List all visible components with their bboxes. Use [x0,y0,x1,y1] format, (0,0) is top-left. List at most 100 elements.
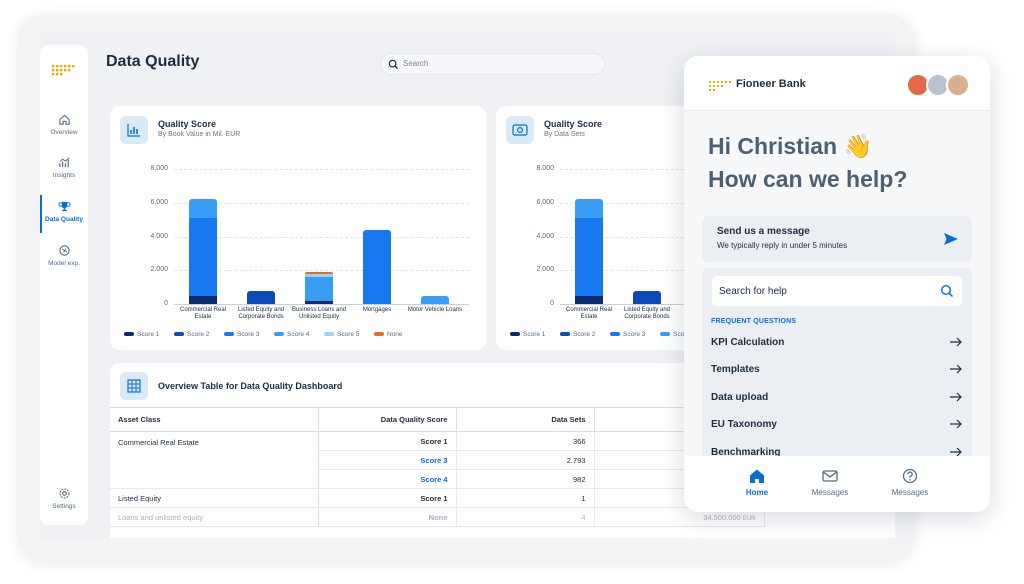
x-axis-line [174,304,469,305]
sidebar-item-model-exp[interactable]: Model exp. [40,244,88,267]
faq-item-data-upload[interactable]: Data upload [711,384,963,411]
legend-swatch [510,332,520,337]
bar-segment-score-4[interactable] [305,277,333,301]
quality-score-book-value-card: Quality Score By Book Value in Mil. EUR … [110,106,486,350]
legend-label: Score 1 [523,331,546,338]
search-input[interactable]: Search [380,53,605,75]
score-cell: None [318,507,457,527]
search-icon [940,284,954,298]
table-icon [127,379,141,393]
y-tick-label: 4.000 [150,232,168,240]
arrow-right-icon [950,392,962,402]
faq-item-benchmarking[interactable]: Benchmarking [711,439,963,466]
bar-segment-score-5[interactable] [305,273,333,277]
legend-label: Score 2 [187,331,210,338]
gridline [174,202,469,204]
legend-item[interactable]: Score 3 [224,331,259,338]
column-header[interactable]: Asset Class [110,407,319,432]
legend-item[interactable]: Score 4 [274,331,309,338]
bar-segment-score-4[interactable] [575,199,603,218]
legend-item[interactable]: Score 1 [510,331,545,338]
table-icon-box [120,372,148,400]
sidebar-item-data-quality[interactable]: Data Quality [40,200,88,223]
table-row[interactable]: Loans and unlisted equity None 4 34.500.… [110,507,765,527]
legend-item[interactable]: Score 1 [124,331,159,338]
score-cell: Score 1 [318,431,457,451]
bar-segment-score-1[interactable] [575,295,603,304]
bar-chart-area: 8.000 6.000 4.000 2.000 0 Commercial Real Est… [110,106,486,350]
chart-title: Quality Score [158,119,217,129]
legend-item[interactable]: Score 2 [560,331,595,338]
legend-label: Score 3 [623,331,646,338]
faq-label: EU Taxonomy [711,419,777,430]
legend-swatch [274,332,284,337]
legend-label: None [387,331,403,338]
gridline [174,270,469,272]
score-cell: Score 4 [318,469,457,489]
bar-segment-score-1[interactable] [305,300,333,304]
legend-item[interactable]: Score 3 [610,331,645,338]
column-header[interactable]: Data Quality Score [318,407,457,432]
legend-swatch [374,332,384,337]
legend-item[interactable]: Score 5 [324,331,359,338]
legend-item[interactable]: Score 2 [174,331,209,338]
sidebar-item-overview[interactable]: Overview [40,113,88,136]
arrow-right-icon [950,364,962,374]
active-nav-indicator [40,195,42,233]
help-search-input[interactable]: Search for help [712,276,962,306]
mail-icon [822,470,838,482]
column-header[interactable]: Data Sets [456,407,595,432]
bar-segment-score-4[interactable] [421,295,449,304]
tab-messages[interactable]: Messages [795,468,865,497]
bar-segment-score-3[interactable] [363,229,391,304]
legend-item[interactable]: Sco [660,331,684,338]
home-icon [58,114,70,125]
y-tick-label: 2.000 [536,266,554,274]
help-icon [902,468,918,484]
chart-icon-box [120,116,148,144]
y-tick-label: 8.000 [150,165,168,172]
table-row[interactable]: Listed Equity Score 1 1 34.5 [110,488,765,508]
home-icon [750,469,764,483]
bar-segment-none[interactable] [305,271,333,274]
tab-home[interactable]: Home [722,468,792,497]
asset-class-cell: Loans and unlisted equity [110,507,319,527]
sidebar-item-settings[interactable]: Settings [40,487,88,510]
y-tick-label: 6.000 [150,198,168,206]
legend-label: Score 2 [573,331,596,338]
faq-label: Data upload [711,392,769,403]
y-tick-label: 0 [550,300,554,307]
sidebar-item-label: Model exp. [48,260,80,267]
message-title: Send us a message [717,226,810,237]
search-icon [388,59,399,70]
asset-class-cell: Listed Equity [110,488,319,508]
sidebar-item-label: Data Quality [45,216,83,223]
tab-help[interactable]: Messages [875,468,945,497]
asset-class-cell: Commercial Real Estate [110,431,319,489]
chart-subtitle: By Data Sets [544,131,585,138]
send-icon [944,233,958,245]
faq-label: KPI Calculation [711,337,785,348]
legend-swatch [560,332,570,337]
data-sets-cell: 366 [456,431,595,451]
send-message-button[interactable]: Send us a message We typically reply in … [702,216,972,262]
y-tick-label: 2.000 [150,266,168,274]
search-placeholder: Search [403,59,429,68]
faq-item-eu-taxonomy[interactable]: EU Taxonomy [711,411,963,438]
faq-item-templates[interactable]: Templates [711,356,963,383]
bar-segment-score-1[interactable] [189,295,217,304]
sidebar-item-insights[interactable]: Insights [40,156,88,179]
table-row[interactable]: Commercial Real Estate Score 1 366 1.316… [110,431,765,489]
bar-segment-score-2[interactable] [247,290,275,304]
category-label: Listed Equity and Corporate Bonds [623,307,671,320]
bar-segment-score-2[interactable] [633,290,661,304]
bar-segment-score-3[interactable] [575,217,603,296]
faq-item-kpi-calculation[interactable]: KPI Calculation [711,329,963,356]
bar-segment-score-3[interactable] [189,217,217,296]
bar-segment-score-4[interactable] [189,199,217,218]
data-sets-cell: 1 [456,488,595,508]
legend-item[interactable]: None [374,331,403,338]
value-amount: 34.500.000 [703,512,741,522]
gridline [174,169,469,170]
legend-label: Score 3 [237,331,260,338]
